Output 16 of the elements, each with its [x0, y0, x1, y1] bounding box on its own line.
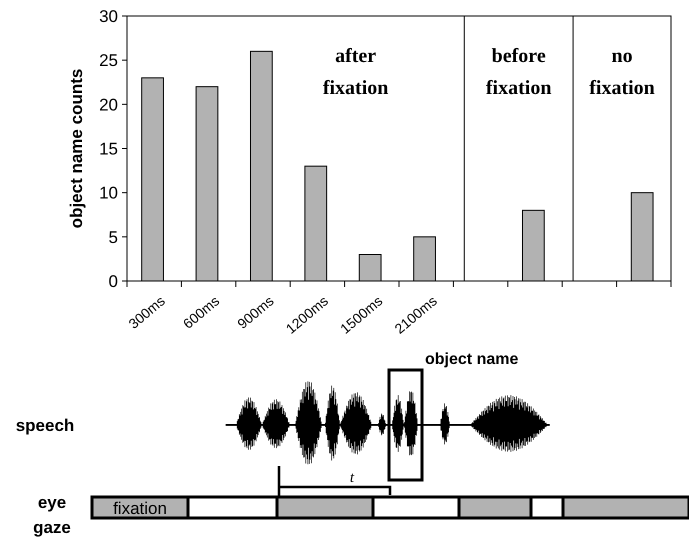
- y-tick-label: 5: [108, 228, 118, 247]
- text: fixation: [113, 498, 167, 518]
- annotation: no fixation: [589, 45, 655, 99]
- y-tick-label: 0: [108, 272, 118, 291]
- text: speech: [16, 416, 74, 435]
- text: eye gaze: [33, 493, 71, 537]
- annotation: before fixation: [486, 45, 552, 99]
- y-tick-label: 30: [99, 6, 118, 26]
- y-tick-label: 20: [99, 95, 118, 114]
- y-tick-label: 25: [99, 51, 118, 70]
- text: t: [350, 470, 355, 486]
- y-tick-label: 10: [99, 184, 118, 203]
- text: object name: [425, 351, 518, 368]
- annotation: after fixation: [322, 45, 388, 99]
- y-tick-label: 15: [99, 139, 118, 158]
- y-axis-title: object name counts: [67, 68, 86, 228]
